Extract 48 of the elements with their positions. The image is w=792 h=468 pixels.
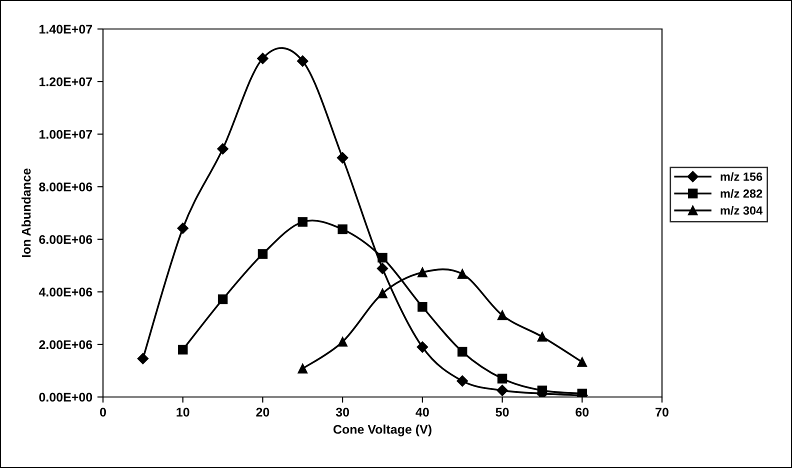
- point: [378, 252, 388, 263]
- y-tick-label: 4.00E+06: [38, 288, 92, 297]
- point: [537, 332, 548, 342]
- legend-label: m/z 156: [720, 172, 762, 181]
- y-tick-label: 2.00E+06: [39, 340, 92, 350]
- point: [297, 55, 308, 67]
- point: [338, 336, 348, 347]
- x-tick-label: 0: [100, 408, 106, 417]
- point: [177, 222, 188, 234]
- point: [137, 353, 149, 364]
- point: [257, 52, 268, 64]
- x-tick-label: 70: [656, 408, 668, 417]
- point: [577, 357, 588, 367]
- point: [338, 224, 348, 234]
- legend-label: m/z 304: [720, 206, 763, 215]
- point: [457, 269, 468, 279]
- point: [378, 288, 388, 298]
- point: [496, 384, 508, 396]
- y-tick-label: 1.00E+07: [40, 130, 92, 139]
- point: [258, 249, 268, 259]
- point: [336, 152, 348, 164]
- point: [457, 346, 468, 357]
- point: [456, 375, 468, 387]
- point: [217, 143, 228, 154]
- point: [497, 310, 508, 320]
- x-tick-label: 10: [176, 408, 190, 417]
- x-tick-label: 40: [416, 408, 429, 417]
- y-tick-label: 0.00E+00: [39, 392, 92, 402]
- x-tick-label: 20: [256, 408, 270, 417]
- y-axis-title: Ion Abundance: [22, 168, 31, 258]
- y-tick-label: 8.00E+06: [39, 182, 92, 192]
- y-tick-label: 1.20E+07: [40, 77, 92, 86]
- y-tick-label: 6.00E+06: [39, 235, 92, 244]
- y-tick-label: 1.40E+07: [40, 24, 92, 34]
- legend-label: m/z 282: [720, 189, 762, 198]
- point: [497, 374, 508, 384]
- x-tick-label: 50: [496, 408, 509, 417]
- point: [218, 294, 228, 304]
- x-axis-title: Cone Voltage (V): [333, 424, 432, 436]
- point: [298, 217, 308, 227]
- point: [298, 364, 308, 374]
- point: [418, 302, 428, 312]
- point: [376, 262, 388, 274]
- point: [178, 344, 188, 355]
- point: [418, 268, 428, 278]
- point: [416, 341, 428, 353]
- x-tick-label: 30: [336, 408, 350, 417]
- x-tick-label: 60: [576, 408, 589, 417]
